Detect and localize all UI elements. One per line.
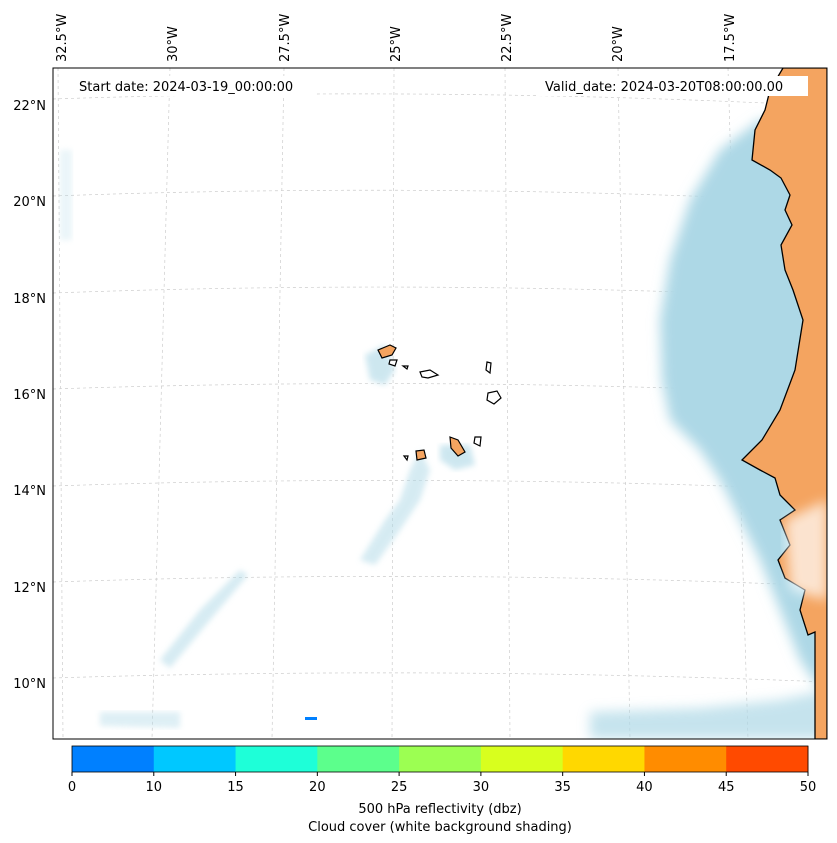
island-boa-vista [486, 390, 502, 405]
colorbar-tick-label: 40 [636, 780, 653, 795]
longitude-labels: 32.5°W 30°W 27.5°W 25°W 22.5°W 20°W 17.5… [55, 14, 738, 62]
island-brava [402, 455, 409, 462]
cloud-area-south-west [100, 712, 180, 728]
lat-label: 16°N [13, 388, 46, 403]
parallel-line [53, 480, 827, 491]
island-sao-vicente [388, 359, 398, 367]
meridian-line [391, 68, 395, 739]
lon-label: 22.5°W [500, 14, 515, 62]
lon-label: 25°W [389, 26, 404, 62]
lat-label: 20°N [13, 195, 46, 210]
meridian-line [271, 68, 285, 739]
parallel-line [53, 189, 827, 203]
lat-label: 12°N [13, 581, 46, 596]
island-santo-antao [377, 344, 397, 359]
cloud-area-west [60, 150, 72, 240]
colorbar-swatch [72, 746, 155, 772]
lon-label: 17.5°W [723, 14, 738, 62]
colorbar-swatch [399, 746, 482, 772]
island-sao-nicolau [419, 369, 440, 379]
colorbar-tick-label: 30 [473, 780, 490, 795]
lon-label: 30°W [166, 26, 181, 62]
meridian-line [151, 68, 171, 739]
lon-label: 27.5°W [278, 14, 293, 62]
meridian-line [57, 68, 64, 739]
cloud-area-band [360, 450, 430, 565]
lat-label: 10°N [13, 677, 46, 692]
cloud-over-land [785, 500, 827, 600]
lon-label: 32.5°W [55, 14, 70, 62]
colorbar-frame [71, 745, 809, 773]
map-content [53, 68, 827, 739]
parallel-line [53, 576, 827, 587]
meridian-line [617, 68, 631, 739]
parallel-line [53, 672, 827, 683]
valid-date-box [538, 76, 808, 96]
lon-label: 20°W [611, 26, 626, 62]
colorbar-tick-label: 35 [554, 780, 571, 795]
meridian-line [504, 68, 511, 739]
parallel-line [53, 383, 827, 395]
colorbar-tick-label: 45 [718, 780, 735, 795]
lat-label: 18°N [13, 292, 46, 307]
colorbar-swatch [562, 746, 645, 772]
colorbar-swatch [644, 746, 727, 772]
latitude-labels: 22°N 20°N 18°N 16°N 14°N 12°N 10°N [13, 99, 46, 692]
colorbar-tick-label: 50 [800, 780, 817, 795]
start-date-box [72, 76, 316, 96]
lat-label: 22°N [13, 99, 46, 114]
colorbar-swatch [726, 746, 809, 772]
valid-date-text: Valid_date: 2024-03-20T08:00:00.00 [545, 80, 783, 95]
colorbar-label-line2: Cloud cover (white background shading) [308, 820, 572, 835]
start-date-text: Start date: 2024-03-19_00:00:00 [79, 80, 293, 95]
cloud-area-island [440, 445, 475, 470]
cape-verde-islands [377, 344, 502, 462]
colorbar-tick-label: 10 [146, 780, 163, 795]
colorbar-tick-label: 20 [309, 780, 326, 795]
island-maio [473, 436, 482, 447]
parallel-line [53, 286, 827, 299]
cloud-area-south [590, 690, 827, 739]
colorbar-ticks: 0 10 15 20 25 30 35 40 45 50 [68, 772, 816, 795]
island-santa-luzia [401, 365, 409, 370]
island-santiago [449, 436, 466, 457]
island-fogo [415, 449, 427, 461]
colorbar-tick-label: 15 [227, 780, 244, 795]
colorbar [72, 746, 809, 772]
colorbar-tick-label: 25 [391, 780, 408, 795]
colorbar-swatch [317, 746, 400, 772]
colorbar-label-line1: 500 hPa reflectivity (dbz) [358, 802, 521, 817]
colorbar-swatch [153, 746, 237, 772]
colorbar-swatch [480, 746, 564, 772]
island-sal [485, 361, 492, 375]
colorbar-swatch [235, 746, 318, 772]
map-frame [52, 67, 828, 740]
reflectivity-echo [305, 717, 317, 720]
cloud-area-band [160, 570, 248, 668]
colorbar-tick-label: 0 [68, 780, 76, 795]
lat-label: 14°N [13, 484, 46, 499]
meridian-line [727, 68, 749, 739]
